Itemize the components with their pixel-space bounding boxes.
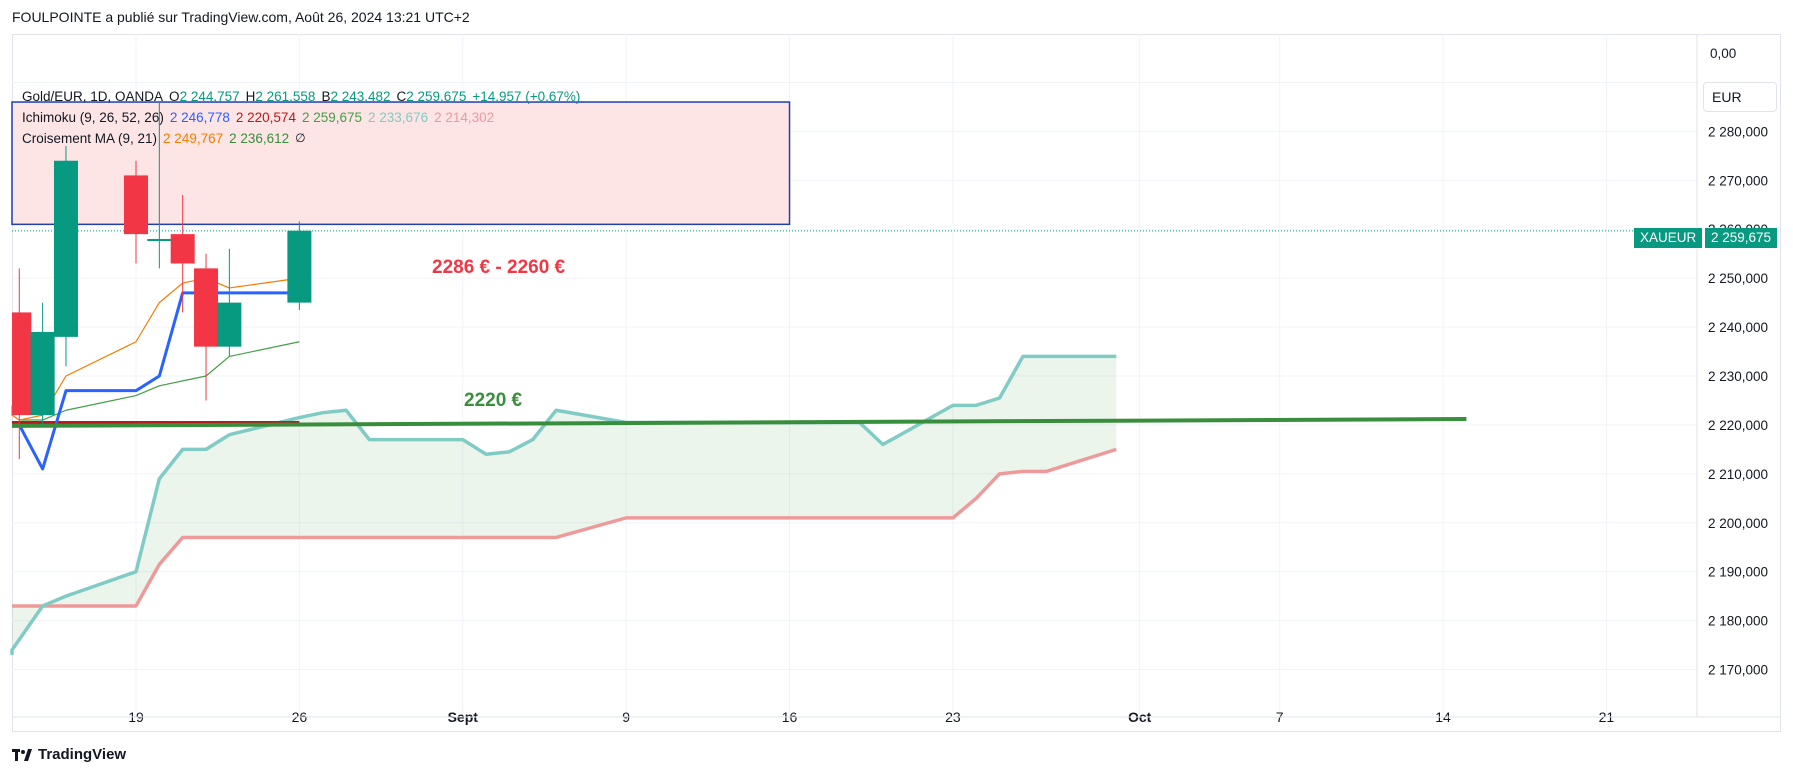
legend-ohlc-row: Gold/EUR, 1D, OANDA O2 244,757 H2 261,55…: [22, 86, 580, 107]
y-top-label: 0,00: [1710, 46, 1736, 61]
candle: [287, 221, 312, 310]
y-tick-label: 2 250,000: [1708, 271, 1768, 286]
legend-low: 2 243,482: [330, 89, 391, 104]
legend-chikou-value: 2 259,675: [301, 110, 363, 125]
legend-ichimoku-label[interactable]: Ichimoku (9, 26, 52, 26): [22, 110, 164, 125]
candle: [147, 102, 172, 269]
legend-close: 2 259,675: [406, 89, 467, 104]
ma-slow-line: [19, 341, 300, 421]
candle: [217, 248, 242, 357]
cloud-fill: [12, 356, 1117, 655]
candle: [12, 268, 32, 460]
tradingview-logo-icon: [12, 748, 32, 761]
legend-change: +14,957 (+0,67%): [472, 89, 581, 104]
legend-symbol[interactable]: Gold/EUR, 1D, OANDA: [22, 89, 164, 104]
y-tick-label: 2 180,000: [1708, 614, 1768, 629]
legend-ma-label[interactable]: Croisement MA (9, 21): [22, 131, 158, 146]
symbol-tag: XAUEUR: [1634, 228, 1703, 248]
legend-tenkan-value: 2 246,778: [169, 110, 230, 125]
span-b-line: [12, 447, 1117, 608]
y-tick-label: 2 190,000: [1708, 565, 1768, 580]
legend-ichimoku-row[interactable]: Ichimoku (9, 26, 52, 26) 2 246,778 2 220…: [22, 107, 580, 128]
candle: [194, 253, 219, 401]
candle-body: [287, 230, 312, 303]
legend-open: 2 244,757: [179, 89, 240, 104]
span-a-line: [10, 354, 1117, 655]
legend-ma-slow-value: 2 236,612: [229, 131, 290, 146]
price-axis: 2 170,000 2 180,000 2 190,000 2 200,000 2 21…: [1696, 34, 1768, 717]
chart-legend: Gold/EUR, 1D, OANDA O2 244,757 H2 261,55…: [22, 86, 580, 149]
publisher-line: FOULPOINTE a publié sur TradingView.com,…: [12, 9, 470, 25]
legend-o-label: O: [169, 89, 180, 104]
y-tick-label: 2 200,000: [1708, 516, 1768, 531]
y-tick-label: 2 270,000: [1708, 173, 1768, 188]
y-tick-label: 2 280,000: [1708, 124, 1768, 139]
y-tick-label: 2 220,000: [1708, 418, 1768, 433]
legend-h-label: H: [245, 89, 256, 104]
candlesticks: [12, 102, 312, 460]
legend-span-a-value: 2 233,676: [368, 110, 429, 125]
y-tick-label: 2 230,000: [1708, 369, 1768, 384]
legend-high: 2 261,558: [255, 89, 316, 104]
candle: [124, 160, 148, 264]
candle-body: [170, 234, 195, 264]
candle-body: [147, 239, 172, 242]
candle-body: [53, 160, 78, 337]
candle-body: [30, 331, 55, 416]
chart-grid: [12, 34, 1697, 717]
legend-kijun-value: 2 220,574: [235, 110, 296, 125]
legend-b-label: B: [321, 89, 331, 104]
legend-ma-fast-value: 2 249,767: [163, 131, 224, 146]
tradingview-logo[interactable]: TradingView: [12, 746, 126, 763]
candle: [170, 194, 195, 313]
candle: [53, 146, 78, 367]
indicator-lines: [10, 230, 1697, 655]
candle: [30, 302, 55, 425]
y-tick-label: 2 210,000: [1708, 467, 1768, 482]
hidden-eye-icon[interactable]: ∅: [295, 131, 306, 145]
resistance-label: 2286 € - 2260 €: [432, 257, 566, 278]
currency-selector[interactable]: EUR: [1703, 82, 1777, 112]
last-price-tag: 2 259,675: [1705, 228, 1778, 248]
ichimoku-cloud: [12, 356, 1117, 655]
candle-body: [194, 268, 219, 347]
support-line: [11, 417, 1467, 428]
y-tick-label: 2 240,000: [1708, 320, 1768, 335]
candle-body: [217, 302, 242, 347]
candle-body: [124, 175, 148, 235]
candle-body: [12, 312, 32, 416]
tradingview-brand: TradingView: [38, 746, 127, 763]
legend-c-label: C: [396, 89, 407, 104]
support-label: 2220 €: [464, 390, 523, 411]
legend-ma-row[interactable]: Croisement MA (9, 21) 2 249,767 2 236,61…: [22, 128, 580, 149]
y-tick-label: 2 170,000: [1708, 663, 1768, 678]
legend-span-b-value: 2 214,302: [434, 110, 495, 125]
time-axis: 19 26 Sept 9 16 23 Oct 7 14 21: [12, 709, 1781, 725]
